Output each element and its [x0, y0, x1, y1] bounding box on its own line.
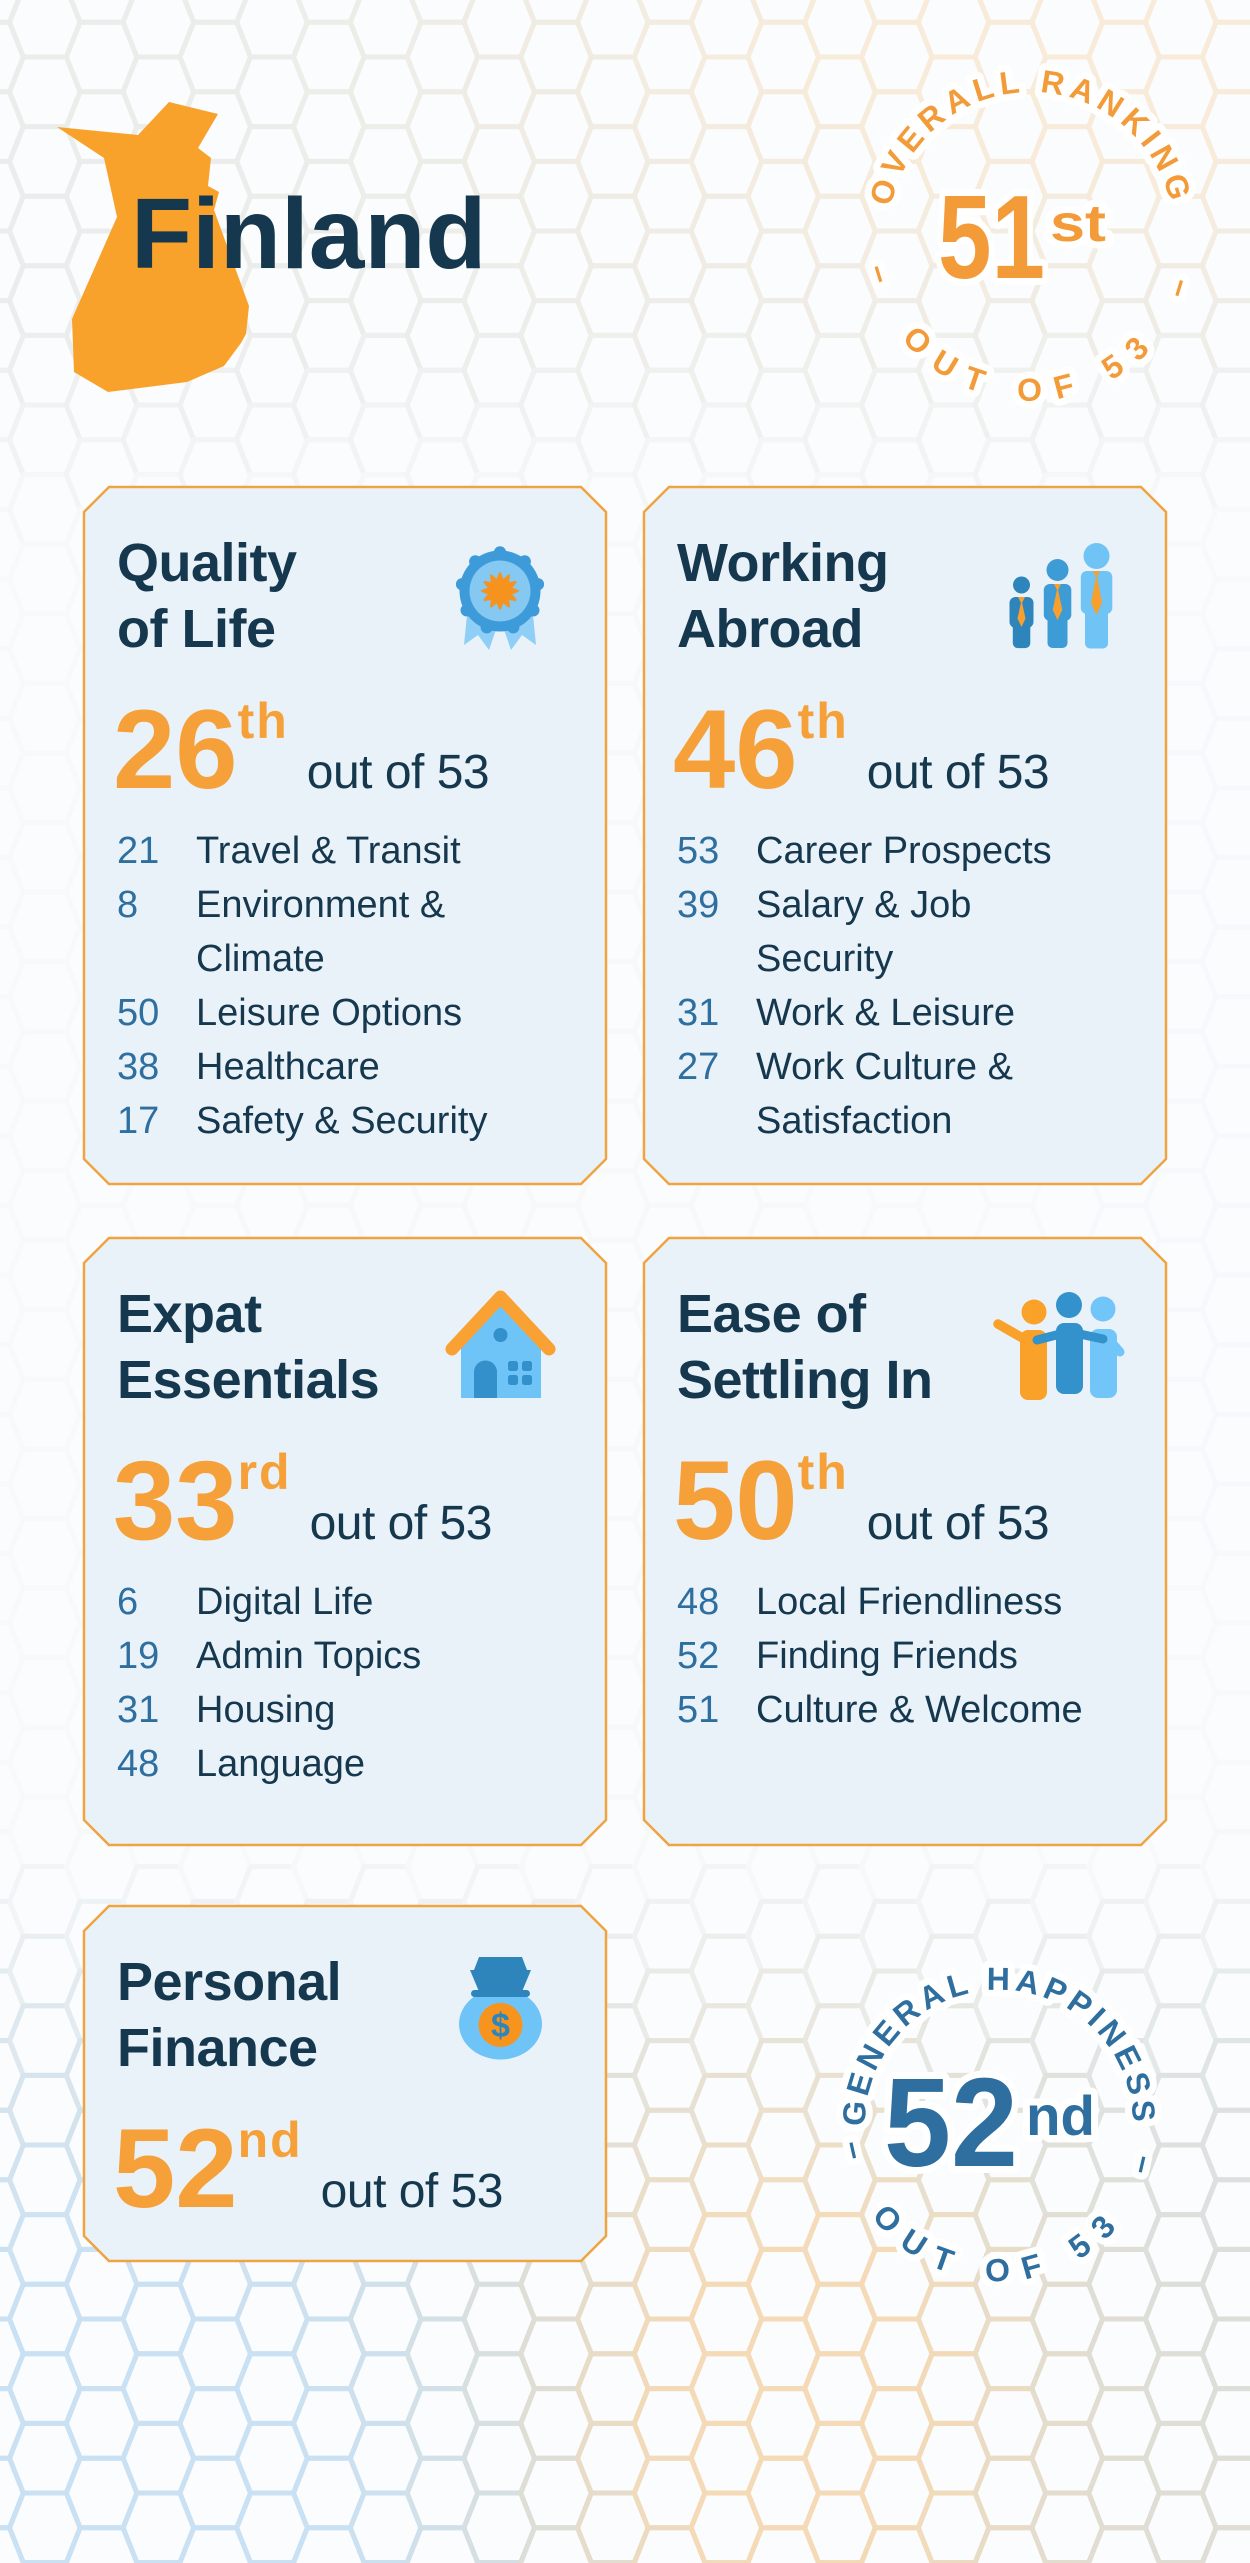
svg-text:$: $ — [491, 2007, 510, 2045]
svg-text:51: 51 — [938, 171, 1045, 304]
svg-text:52: 52 — [884, 2052, 1018, 2193]
svg-text:nd: nd — [1026, 2084, 1095, 2147]
svg-text:st: st — [1050, 195, 1106, 253]
